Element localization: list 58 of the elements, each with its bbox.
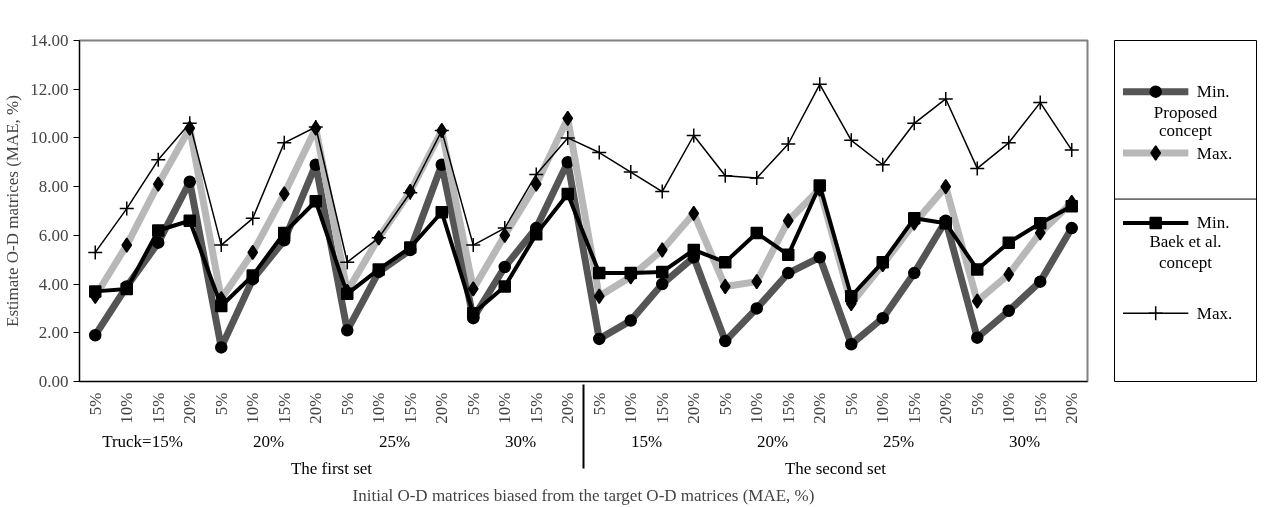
text: 20%: [756, 431, 789, 451]
y-tick-label: 10.00: [30, 128, 69, 148]
legend-label: Min.: [1196, 213, 1230, 233]
x-tick-label: 5%: [211, 392, 231, 416]
x-tick-label: 5%: [337, 392, 357, 416]
text: 25%: [882, 431, 915, 451]
x-tick-label: 10%: [747, 392, 767, 424]
x-tick-label: 10%: [117, 392, 137, 424]
x-tick-label: 15%: [1030, 392, 1050, 424]
text: The second set: [784, 458, 887, 478]
x-tick-label: 20%: [810, 392, 830, 424]
y-tick-label: 0.00: [38, 372, 69, 391]
y-tick-label: 6.00: [38, 225, 69, 245]
text: Proposed concept: [1153, 102, 1218, 141]
x-tick-label: 5%: [463, 392, 483, 416]
x-tick-label: 10%: [243, 392, 263, 424]
x-tick-label: 10%: [621, 392, 641, 424]
x-tick-label: 10%: [873, 392, 893, 424]
y-tick-label: 4.00: [38, 274, 69, 294]
x-tick-label: 20%: [306, 392, 326, 424]
x-tick-label: 20%: [432, 392, 452, 424]
y-tick-label: 8.00: [38, 177, 69, 197]
text: 25%: [378, 431, 411, 451]
y-axis-title: Estimate O-D matrices (MAE, %): [3, 95, 23, 327]
y-tick-label: 14.00: [30, 31, 69, 50]
x-tick-label: 15%: [148, 392, 168, 424]
x-tick-label: 20%: [684, 392, 704, 424]
x-axis-title: Initial O-D matrices biased from the target O-D matrices (MAE, %): [352, 485, 815, 505]
x-tick-label: 5%: [589, 392, 609, 416]
x-tick-label: 20%: [180, 392, 200, 424]
x-tick-label: 15%: [526, 392, 546, 424]
x-tick-label: 5%: [967, 392, 987, 416]
x-tick-label: 15%: [274, 392, 294, 424]
x-tick-label: 10%: [369, 392, 389, 424]
x-tick-label: 15%: [652, 392, 672, 424]
legend-label: Min.: [1196, 82, 1230, 102]
legend-label: Max.: [1196, 303, 1233, 323]
x-tick-label: 5%: [85, 392, 105, 416]
x-tick-label: 10%: [495, 392, 515, 424]
x-tick-label: 20%: [936, 392, 956, 424]
text: 15%: [630, 431, 663, 451]
x-tick-label: 10%: [999, 392, 1019, 424]
x-tick-label: 20%: [1062, 392, 1082, 424]
x-tick-label: 5%: [841, 392, 861, 416]
text: Baek et al. concept: [1149, 232, 1222, 272]
x-tick-label: 15%: [400, 392, 420, 424]
y-tick-label: 2.00: [38, 323, 69, 343]
text: 30%: [504, 431, 537, 451]
text: 30%: [1008, 431, 1041, 451]
text: Truck=15%: [102, 431, 183, 451]
x-tick-label: 20%: [558, 392, 578, 424]
x-tick-label: 5%: [715, 392, 735, 416]
text: The first set: [290, 458, 373, 478]
x-tick-label: 15%: [904, 392, 924, 424]
text: 20%: [252, 431, 285, 451]
y-tick-label: 12.00: [30, 79, 69, 99]
x-tick-label: 15%: [778, 392, 798, 424]
legend-label: Max.: [1196, 143, 1233, 163]
